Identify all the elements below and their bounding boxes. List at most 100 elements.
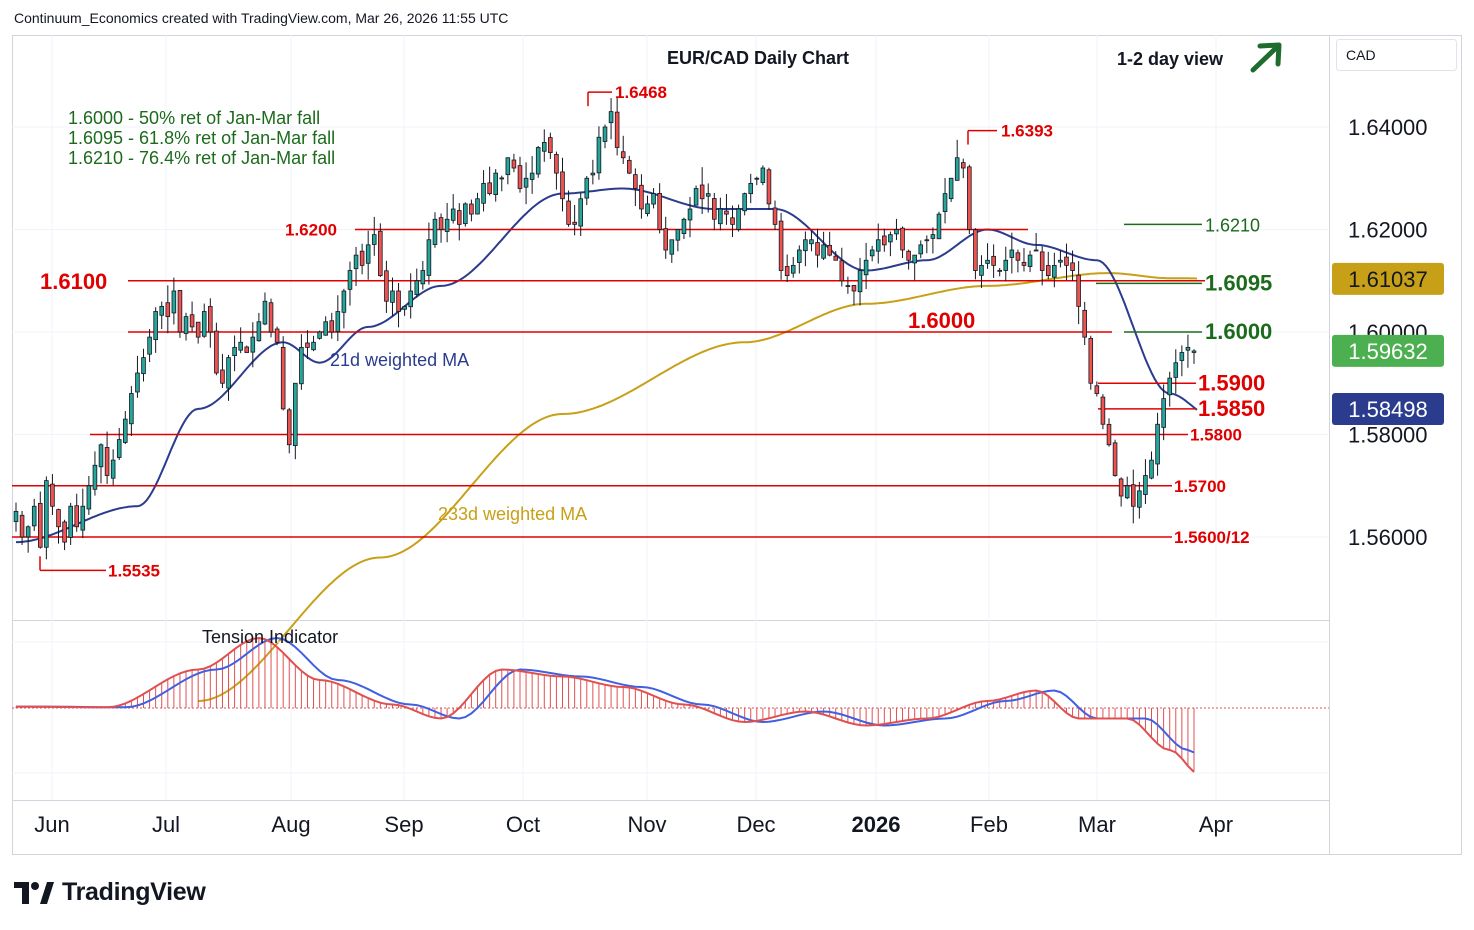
candle-body: [311, 341, 316, 351]
candle-body: [572, 221, 577, 225]
candle: [147, 329, 152, 363]
candle-body: [214, 330, 219, 374]
candle: [614, 96, 620, 156]
candle: [1070, 250, 1075, 282]
candle: [1009, 232, 1015, 274]
candle: [511, 153, 517, 173]
candles[interactable]: [13, 96, 1197, 560]
candle: [535, 145, 541, 178]
candle-body: [693, 188, 699, 206]
candle: [948, 177, 954, 202]
candle: [1155, 412, 1160, 476]
candle: [153, 307, 158, 353]
candle: [432, 212, 438, 248]
candle-body: [1185, 346, 1191, 351]
candle: [1130, 469, 1136, 524]
candle: [286, 407, 292, 454]
candle-body: [31, 505, 37, 527]
candle-body: [596, 136, 602, 174]
tension-signal-line: [16, 636, 1195, 754]
candle: [803, 231, 808, 267]
ma21-label: 21d weighted MA: [330, 350, 469, 370]
x-tick-label-1: Jul: [152, 812, 180, 837]
candle: [906, 249, 911, 270]
x-tick-label-10: Apr: [1199, 812, 1233, 837]
candle-body: [991, 255, 996, 266]
candle-body: [1118, 478, 1124, 497]
candle-body: [960, 162, 966, 169]
brand-name: TradingView: [62, 878, 206, 906]
candle-body: [718, 208, 723, 225]
up-arrow-icon: [1250, 42, 1282, 73]
currency-box[interactable]: [1336, 39, 1457, 71]
candle: [384, 260, 389, 313]
candle: [724, 194, 729, 225]
candle: [1021, 248, 1027, 272]
candle: [991, 244, 996, 279]
candle: [821, 231, 826, 261]
candle-body: [511, 159, 517, 169]
support-resistance-levels: 1.6200 1.6100 1.6000 1.5800 1.5700 1.5600/12 1…: [12, 215, 1272, 547]
candle-body: [232, 346, 237, 356]
candle: [25, 525, 31, 553]
extreme-label-1: 1.6393: [1001, 122, 1053, 141]
level-label-0: 1.6200: [285, 221, 337, 240]
x-tick-label-4: Oct: [506, 812, 540, 837]
candle-body: [681, 218, 687, 235]
candle: [396, 283, 401, 328]
candle-body: [153, 311, 158, 340]
candle-body: [390, 290, 395, 303]
candle-body: [821, 244, 826, 259]
level-label-3: 1.5800: [1190, 426, 1242, 445]
candle-body: [25, 526, 31, 538]
candle-body: [244, 346, 250, 353]
candle-body: [1076, 274, 1081, 307]
note-50-ret: 1.6000 - 50% ret of Jan-Mar fall: [68, 108, 320, 128]
candle: [718, 197, 723, 231]
tradingview-brand[interactable]: TradingView: [14, 878, 206, 907]
candle: [13, 502, 19, 532]
tension-indicator-pane: [12, 636, 1329, 774]
candle-body: [481, 182, 486, 204]
candle-body: [104, 447, 110, 476]
candle: [572, 204, 577, 236]
candle-body: [299, 346, 304, 385]
candle: [1191, 349, 1197, 364]
candle: [894, 218, 899, 241]
candle-body: [827, 244, 832, 256]
candle: [487, 166, 492, 196]
candle-body: [1058, 259, 1063, 263]
candle-body: [456, 210, 462, 225]
candle-body: [566, 200, 571, 225]
candle-body: [967, 166, 972, 230]
candle-body: [918, 244, 924, 255]
candle-body: [62, 521, 67, 543]
candle-body: [323, 321, 328, 336]
candle-body: [1191, 350, 1197, 353]
candle: [839, 247, 845, 287]
candle: [183, 312, 189, 341]
candle-body: [347, 270, 353, 290]
candle: [341, 288, 347, 329]
candle-body: [1173, 362, 1179, 378]
candle-body: [657, 193, 662, 230]
candle: [31, 498, 37, 531]
candle-body: [68, 505, 73, 538]
candle-body: [487, 182, 492, 195]
candle: [80, 488, 86, 539]
candle: [712, 192, 717, 231]
candle-body: [560, 171, 565, 200]
candle: [657, 183, 662, 234]
eurcad-chart[interactable]: 1.6200 1.6100 1.6000 1.5800 1.5700 1.5600/12 1…: [0, 0, 1474, 870]
candle: [1052, 252, 1057, 288]
y-tick-label-0: 1.56000: [1348, 525, 1428, 550]
candle-body: [857, 270, 863, 293]
candle-body: [1070, 262, 1075, 271]
candle-body: [396, 290, 401, 312]
candle-body: [608, 111, 614, 124]
candle: [845, 276, 851, 294]
candle-body: [293, 382, 298, 447]
candle: [529, 156, 535, 194]
candle: [19, 510, 25, 545]
